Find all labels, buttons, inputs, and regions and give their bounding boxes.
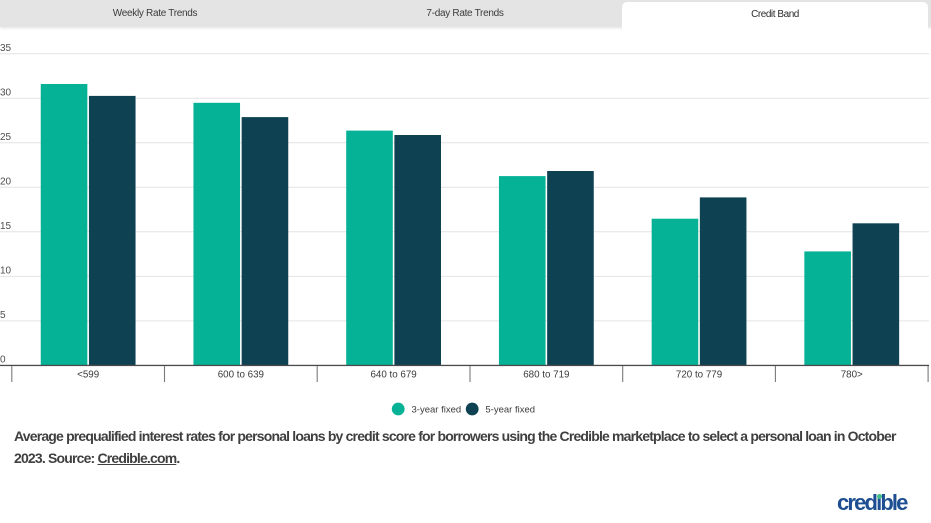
svg-text:30: 30 [0, 88, 12, 99]
svg-text:20: 20 [0, 177, 12, 188]
svg-text:5-year fixed: 5-year fixed [485, 404, 535, 415]
svg-text:5: 5 [0, 310, 6, 321]
svg-text:15: 15 [0, 221, 12, 232]
svg-text:25: 25 [0, 132, 12, 143]
svg-text:10: 10 [0, 266, 12, 277]
svg-text:0: 0 [0, 355, 6, 366]
svg-text:640 to 679: 640 to 679 [370, 370, 416, 381]
svg-text:3-year fixed: 3-year fixed [412, 404, 462, 415]
svg-text:780>: 780> [841, 370, 863, 381]
svg-text:600 to 639: 600 to 639 [218, 370, 264, 381]
svg-text:35: 35 [0, 43, 12, 54]
svg-text:680 to 719: 680 to 719 [523, 370, 569, 381]
svg-text:<599: <599 [77, 370, 99, 381]
svg-text:720 to 779: 720 to 779 [676, 370, 722, 381]
